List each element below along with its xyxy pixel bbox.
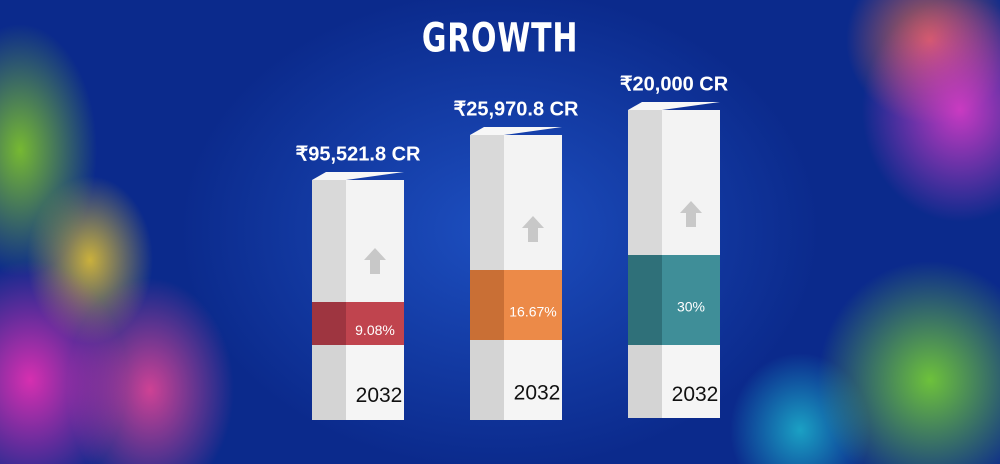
box-top	[312, 172, 404, 180]
amount-label: ₹20,000 CR	[620, 73, 729, 95]
box-top	[628, 102, 720, 110]
box-band	[628, 255, 662, 345]
amount-label: ₹25,970.8 CR	[453, 98, 579, 120]
year-label: 2032	[514, 382, 561, 405]
box-upper	[662, 110, 720, 255]
box-base	[312, 345, 346, 420]
box-band	[470, 270, 504, 340]
box-band	[312, 302, 346, 345]
title: GROWTH	[422, 15, 578, 61]
box-top	[470, 127, 562, 135]
box-band	[346, 302, 404, 345]
amount-label: ₹95,521.8 CR	[295, 143, 421, 165]
rate-label: 9.08%	[355, 322, 395, 338]
arrow-icon	[522, 216, 544, 242]
box-upper	[504, 135, 562, 270]
arrow-icon	[680, 201, 702, 227]
box-upper	[346, 180, 404, 302]
box-upper	[470, 135, 504, 270]
box-band	[662, 255, 720, 345]
arrow-icon	[364, 248, 386, 274]
year-label: 2032	[356, 384, 403, 407]
box-base	[628, 345, 662, 418]
box-upper	[312, 180, 346, 302]
box-base	[662, 345, 720, 418]
box-base	[504, 340, 562, 420]
box-base	[470, 340, 504, 420]
box-upper	[628, 110, 662, 255]
rate-label: 16.67%	[509, 304, 556, 320]
box-base	[346, 345, 404, 420]
rate-label: 30%	[677, 299, 705, 315]
box-band	[504, 270, 562, 340]
year-label: 2032	[672, 383, 719, 406]
